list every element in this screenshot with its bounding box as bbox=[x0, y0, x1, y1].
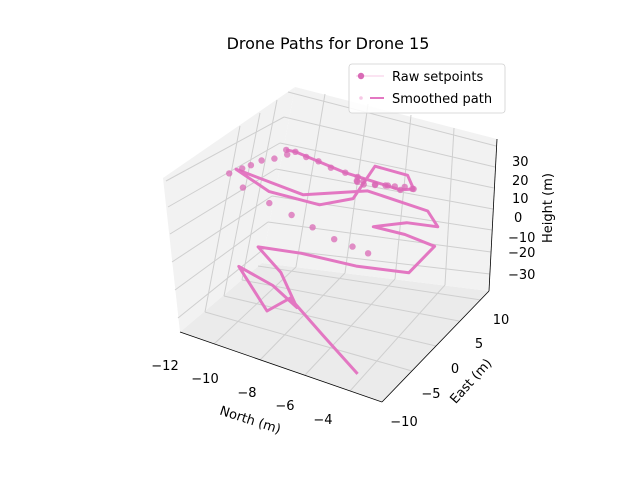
raw-setpoint-marker bbox=[327, 164, 335, 171]
raw-setpoint-marker bbox=[364, 250, 372, 257]
chart-title: Drone Paths for Drone 15 bbox=[227, 34, 430, 53]
legend-raw-marker bbox=[357, 72, 365, 80]
y-tick-label: 10 bbox=[493, 313, 510, 328]
y-tick-label: −10 bbox=[390, 415, 417, 430]
plot-data bbox=[226, 146, 440, 375]
z-tick-label: −30 bbox=[508, 268, 535, 283]
x-tick-label: −10 bbox=[191, 372, 218, 387]
x-tick-label: −4 bbox=[313, 413, 332, 428]
z-tick-label: −10 bbox=[508, 231, 535, 246]
x-tick-labels: −12 −10 −8 −6 −4 bbox=[151, 359, 332, 428]
z-tick-label: 0 bbox=[514, 211, 522, 226]
raw-setpoint-marker bbox=[315, 158, 322, 165]
legend-smooth-label: Smoothed path bbox=[392, 92, 492, 107]
raw-setpoint-marker bbox=[266, 199, 273, 207]
x-tick-label: −6 bbox=[275, 399, 294, 414]
y-tick-label: 5 bbox=[475, 337, 483, 352]
smoothed-path-line bbox=[234, 148, 440, 375]
raw-setpoint-marker bbox=[331, 236, 338, 243]
raw-setpoint-marker bbox=[409, 185, 416, 192]
y-tick-label: −5 bbox=[421, 387, 440, 402]
legend: Raw setpoints Smoothed path bbox=[348, 63, 506, 114]
raw-setpoint-marker bbox=[354, 173, 361, 181]
raw-setpoint-marker bbox=[391, 183, 398, 190]
raw-setpoint-marker bbox=[226, 170, 233, 177]
grid-lines bbox=[165, 91, 497, 392]
raw-setpoint-marker bbox=[292, 148, 299, 155]
raw-setpoint-marker bbox=[271, 155, 278, 162]
axis-lines bbox=[179, 138, 498, 403]
raw-setpoint-marker bbox=[309, 224, 316, 231]
raw-setpoint-marker bbox=[284, 151, 291, 158]
raw-setpoint-marker bbox=[258, 157, 265, 164]
z-tick-label: −20 bbox=[508, 246, 535, 261]
legend-box bbox=[348, 63, 506, 114]
raw-setpoint-marker bbox=[239, 165, 246, 172]
y-tick-label: 0 bbox=[451, 362, 459, 377]
back-right-pane bbox=[262, 87, 497, 291]
legend-raw-label: Raw setpoints bbox=[392, 70, 484, 85]
raw-setpoint-marker bbox=[303, 153, 310, 161]
z-tick-label: 10 bbox=[512, 192, 529, 207]
y-tick-labels: −10 −5 0 5 10 bbox=[390, 313, 509, 430]
raw-setpoint-marker bbox=[372, 181, 379, 188]
raw-setpoint-marker bbox=[247, 162, 255, 169]
legend-smooth-marker bbox=[359, 96, 363, 100]
x-tick-label: −8 bbox=[237, 386, 256, 401]
raw-setpoint-marker bbox=[239, 184, 247, 191]
x-tick-label: −12 bbox=[151, 359, 178, 374]
z-tick-label: 30 bbox=[512, 155, 529, 170]
raw-setpoint-marker bbox=[342, 169, 349, 176]
raw-setpoint-marker bbox=[384, 182, 392, 189]
raw-setpoint-marker bbox=[397, 186, 404, 194]
raw-setpoint-marker bbox=[360, 177, 367, 185]
raw-setpoint-marker bbox=[288, 211, 295, 219]
z-tick-labels: −30 −20 −10 0 10 20 30 bbox=[508, 155, 535, 283]
z-tick-label: 20 bbox=[512, 174, 529, 189]
z-axis-label: Height (m) bbox=[541, 173, 556, 243]
raw-setpoint-marker bbox=[349, 243, 356, 250]
back-left-pane bbox=[163, 87, 295, 332]
x-axis-label: North (m) bbox=[218, 404, 283, 438]
